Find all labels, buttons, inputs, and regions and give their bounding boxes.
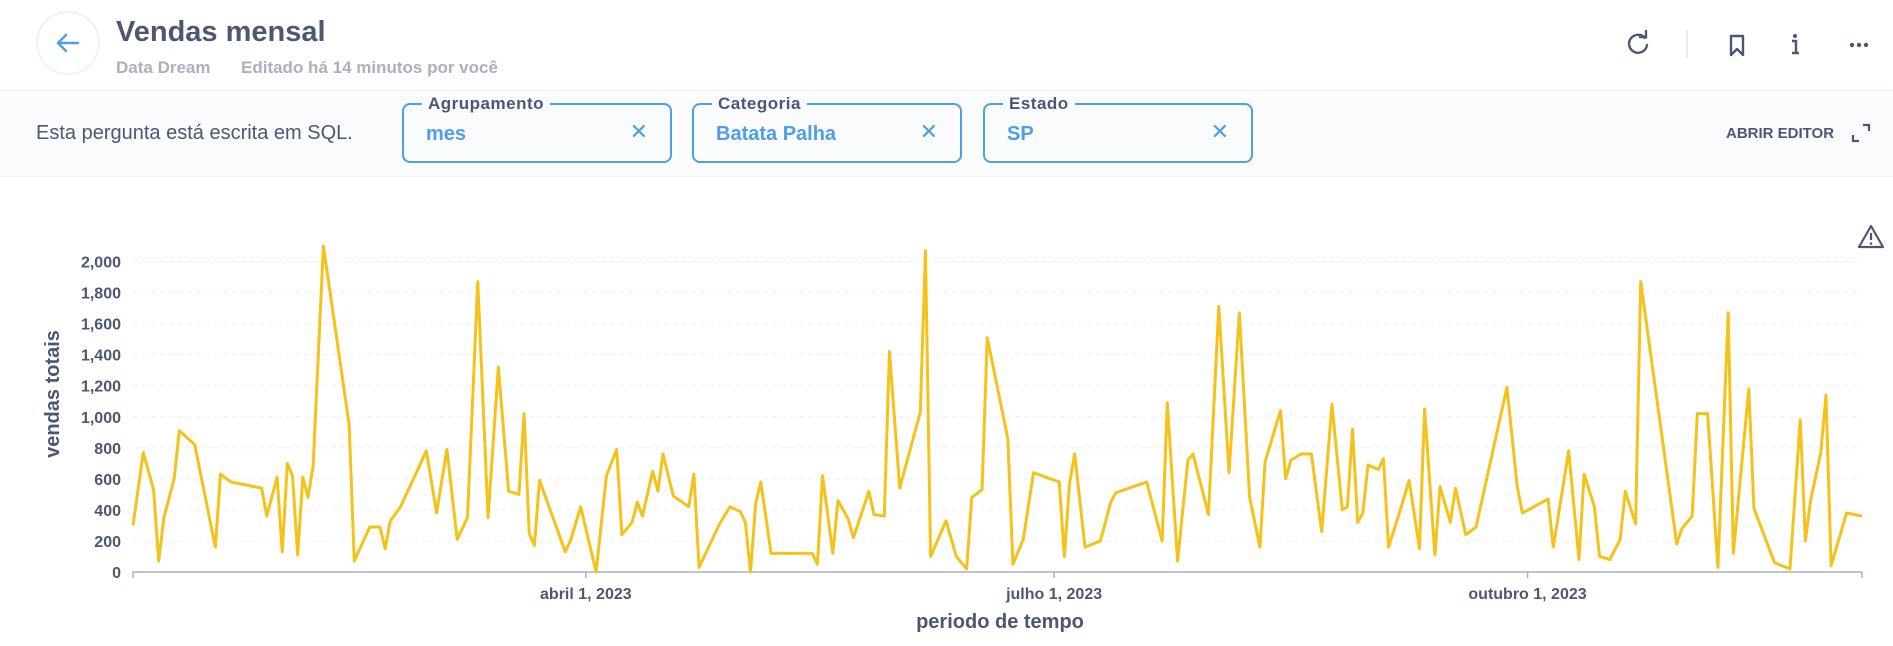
x-tick-label: abril 1, 2023: [540, 586, 632, 603]
filter-label: Estado: [1003, 94, 1075, 114]
y-tick-label: 800: [94, 441, 121, 458]
y-tick-label: 2,000: [81, 255, 121, 272]
filter-label: Agrupamento: [422, 94, 550, 114]
expand-icon[interactable]: [1850, 122, 1872, 144]
filter-bar: Esta pergunta está escrita em SQL. Agrup…: [0, 91, 1893, 177]
clear-filter[interactable]: ✕: [919, 119, 938, 144]
chart: periodo de tempo vendas totais 0 200 400 60…: [42, 224, 1885, 633]
line: [131, 244, 1863, 574]
back-button[interactable]: [36, 11, 100, 75]
toolbar-icons: [1627, 29, 1869, 58]
y-tick-label: 0: [112, 565, 121, 582]
filter-value: mes: [426, 123, 467, 145]
info-icon[interactable]: [1792, 34, 1799, 55]
y-tick-label: 200: [94, 534, 121, 551]
header: Vendas mensal Data Dream Editado há 14 m…: [0, 0, 1893, 91]
y-tick-label: 1,400: [81, 348, 121, 365]
filter[interactable]: Categoria Batata Palha ✕: [692, 94, 962, 163]
y-tick-label: 1,600: [81, 317, 121, 334]
clear-filter[interactable]: ✕: [1210, 119, 1229, 144]
filter-value: SP: [1007, 123, 1034, 145]
x-tick-label: julho 1, 2023: [1005, 586, 1102, 603]
collection-link[interactable]: Data Dream: [116, 58, 211, 77]
x-tick-label: outubro 1, 2023: [1468, 586, 1586, 603]
clear-filter[interactable]: ✕: [629, 119, 648, 144]
filter-value: Batata Palha: [716, 123, 837, 145]
filter-label: Categoria: [712, 94, 807, 114]
filter[interactable]: Estado SP ✕: [983, 94, 1253, 163]
y-tick-label: 400: [94, 503, 121, 520]
x-axis-title: periodo de tempo: [916, 611, 1084, 633]
question-title: Vendas mensal: [116, 16, 326, 48]
filter[interactable]: Agrupamento mes ✕: [402, 94, 672, 163]
more-icon[interactable]: [1849, 42, 1869, 48]
open-editor[interactable]: ABRIR EDITOR: [1726, 125, 1835, 142]
refresh-icon[interactable]: [1627, 29, 1649, 54]
bookmark-icon[interactable]: [1729, 34, 1745, 57]
y-tick-label: 1,800: [81, 286, 121, 303]
y-axis-title: vendas totais: [42, 330, 64, 458]
sql-note: Esta pergunta está escrita em SQL.: [36, 122, 353, 144]
y-tick-label: 1,200: [81, 379, 121, 396]
edited-info[interactable]: Editado há 14 minutos por você: [241, 58, 498, 77]
y-tick-label: 1,000: [81, 410, 121, 427]
y-tick-label: 600: [94, 472, 121, 489]
warning-icon[interactable]: [1857, 224, 1885, 249]
